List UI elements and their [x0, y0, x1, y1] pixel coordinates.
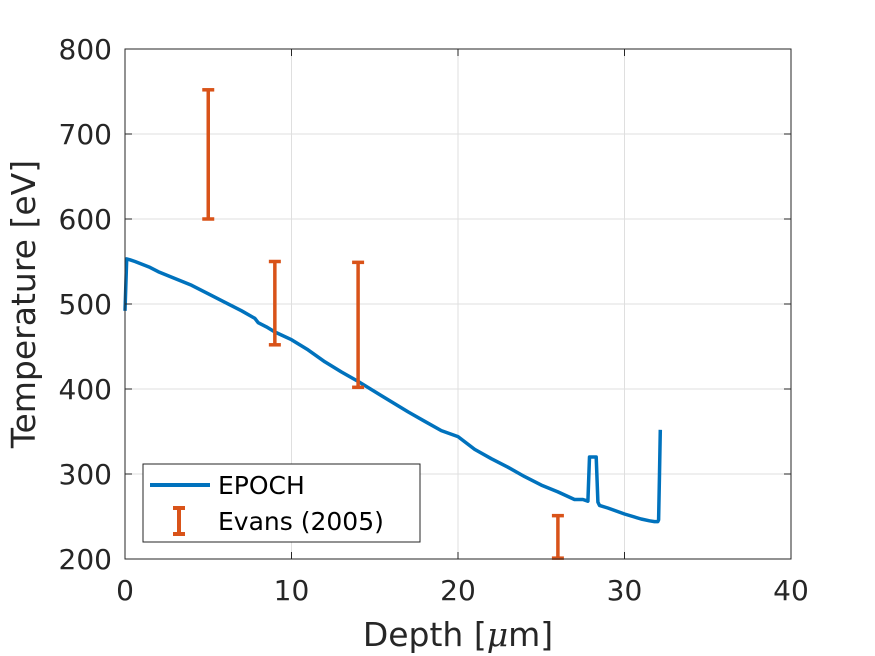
- y-tick-label: 700: [59, 118, 112, 151]
- evans-series: [202, 88, 564, 560]
- x-tick-label: 20: [440, 574, 476, 607]
- evans-error-bar: [202, 88, 215, 221]
- x-tick-label: 10: [274, 574, 310, 607]
- x-axis-label: Depth [μm]: [363, 615, 553, 654]
- y-tick-label: 600: [59, 203, 112, 236]
- grid-lines: [124, 48, 792, 560]
- y-tick-label: 500: [59, 288, 112, 321]
- legend-evans-label: Evans (2005): [218, 507, 384, 536]
- y-tick-labels: 200 300 400 500 600 700 800: [59, 33, 112, 576]
- y-axis-label: Temperature [eV]: [4, 160, 43, 449]
- legend-evans-swatch: [173, 506, 185, 536]
- evans-error-bar: [268, 259, 281, 347]
- y-tick-label: 200: [59, 543, 112, 576]
- x-tick-label: 0: [116, 574, 134, 607]
- x-tick-labels: 0 10 20 30 40: [116, 574, 809, 607]
- legend: EPOCH Evans (2005): [142, 463, 421, 543]
- legend-epoch-label: EPOCH: [218, 471, 305, 500]
- y-tick-label: 800: [59, 33, 112, 66]
- y-tick-label: 400: [59, 373, 112, 406]
- evans-error-bar: [551, 513, 564, 560]
- evans-error-bar: [352, 260, 365, 390]
- epoch-line: [123, 257, 663, 524]
- x-tick-label: 40: [773, 574, 809, 607]
- y-tick-label: 300: [59, 458, 112, 491]
- legend-box: [142, 463, 421, 543]
- epoch-series: [123, 257, 663, 524]
- x-tick-label: 30: [607, 574, 643, 607]
- tick-marks: [124, 48, 792, 560]
